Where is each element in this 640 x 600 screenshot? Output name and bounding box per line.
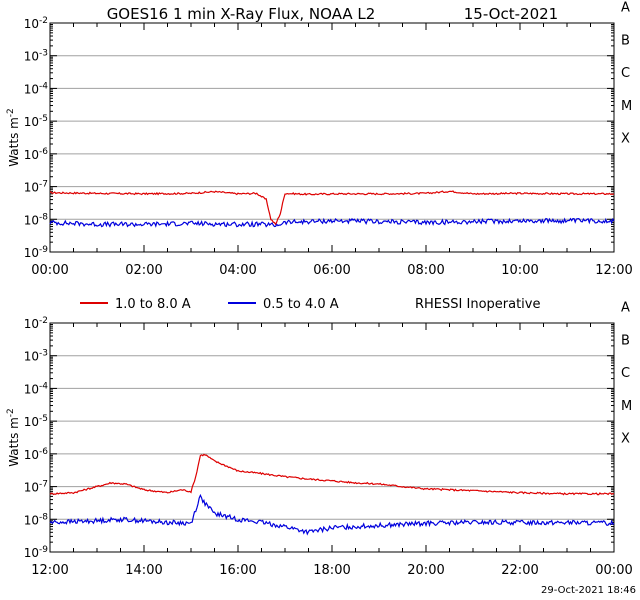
y-tick-label: 10-4 [24, 81, 49, 96]
panel-top: 10-2 10-3 10-4 10-5 10-6 10-7 10-8 10-9 Watts m-… [6, 1, 633, 278]
y-tick-label: 10-9 [24, 245, 49, 260]
y-tick-label: 10-7 [24, 480, 48, 495]
flare-class-label: B [621, 333, 630, 348]
y-tick-label: 10-8 [24, 512, 49, 527]
x-tick-label: 00:00 [31, 263, 68, 278]
x-tick-label: 06:00 [313, 263, 350, 278]
timestamp: 29-Oct-2021 18:46 [541, 585, 636, 596]
x-tick-label: 14:00 [125, 563, 162, 578]
y-axis-label: Watts m-2 [6, 408, 21, 467]
x-tick-label: 16:00 [219, 563, 256, 578]
y-tick-label: 10-3 [24, 349, 48, 364]
flare-class-label: X [621, 432, 630, 447]
y-tick-label: 10-2 [24, 16, 48, 31]
y-axis-label: Watts m-2 [6, 108, 21, 167]
x-tick-label: 18:00 [313, 563, 350, 578]
rhessi-status: RHESSI Inoperative [415, 297, 540, 312]
y-tick-label: 10-2 [24, 316, 48, 331]
flare-class-label: B [621, 33, 630, 48]
x-tick-label: 08:00 [407, 263, 444, 278]
flare-class-label: A [621, 1, 630, 16]
y-tick-label: 10-7 [24, 180, 48, 195]
y-tick-label: 10-8 [24, 212, 49, 227]
x-tick-label: 12:00 [31, 563, 68, 578]
plot-frame [49, 22, 615, 253]
y-tick-label: 10-3 [24, 49, 48, 64]
legend-label-1-8: 1.0 to 8.0 A [115, 297, 191, 312]
flare-class-label: C [621, 66, 630, 81]
x-tick-label: 02:00 [125, 263, 162, 278]
y-tick-label: 10-6 [24, 447, 49, 462]
chart-title: GOES16 1 min X-Ray Flux, NOAA L2 [107, 5, 376, 23]
legend-label-0-5: 0.5 to 4.0 A [263, 297, 339, 312]
series-line-0-5 [49, 217, 615, 228]
y-tick-label: 10-5 [24, 114, 48, 129]
y-tick-label: 10-4 [24, 381, 49, 396]
chart-date: 15-Oct-2021 [464, 5, 558, 23]
series-line-1-8 [49, 190, 615, 226]
x-tick-label: 20:00 [407, 563, 444, 578]
x-tick-label: 10:00 [501, 263, 538, 278]
x-tick-label: 12:00 [595, 263, 632, 278]
series-line-1-8 [49, 453, 615, 496]
y-tick-label: 10-5 [24, 414, 48, 429]
legend: 1.0 to 8.0 A 0.5 to 4.0 A RHESSI Inopera… [80, 297, 540, 312]
x-tick-label: 00:00 [595, 563, 632, 578]
flare-class-label: X [621, 132, 630, 147]
series-line-0-5 [49, 493, 615, 536]
y-tick-label: 10-9 [24, 545, 49, 560]
panel-bottom: 10-2 10-3 10-4 10-5 10-6 10-7 10-8 10-9 Watts m-… [6, 301, 633, 578]
flare-class-label: M [621, 99, 632, 114]
flare-class-label: A [621, 301, 630, 316]
flare-class-label: C [621, 366, 630, 381]
x-tick-label: 22:00 [501, 563, 538, 578]
x-tick-label: 04:00 [219, 263, 256, 278]
flare-class-label: M [621, 399, 632, 414]
y-tick-label: 10-6 [24, 147, 49, 162]
